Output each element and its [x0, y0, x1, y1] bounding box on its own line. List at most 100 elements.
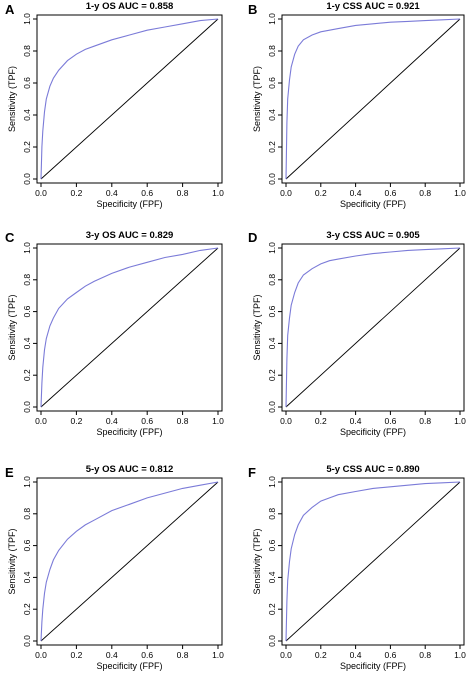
panel-c-y-tick-label: 0.8	[22, 274, 32, 286]
panel-e-y-tick-label: 0.8	[22, 508, 32, 520]
panel-d-y-tick-label: 0.0	[267, 401, 277, 413]
panel-c-y-tick-label: 0.2	[22, 369, 32, 381]
panel-b-y-tick-label: 0.8	[267, 45, 277, 57]
panel-a-x-tick-label: 0.8	[177, 188, 189, 198]
panel-a-y-tick-label: 0.2	[22, 141, 32, 153]
panel-d: D 3-y CSS AUC = 0.905 0.0 0.2 0.4 0.6 0.8 1.0 0.…	[248, 230, 466, 437]
panel-e-x-tick-label: 0.0	[35, 650, 47, 660]
panel-a-x-tick-label: 1.0	[212, 188, 224, 198]
panel-d-plot-frame	[281, 243, 465, 412]
panel-a-x-tick-label: 0.2	[70, 188, 82, 198]
panel-f-roc-curve	[285, 481, 461, 642]
panel-a: A 1-y OS AUC = 0.858 0.0 0.2 0.4 0.6 0.8 1.0 0.0…	[5, 1, 224, 209]
panel-b-x-tick-label: 1.0	[454, 188, 466, 198]
panel-b-x-tick-label: 0.0	[280, 188, 292, 198]
panel-d-y-axis-label: Sensitivity (TPF)	[252, 294, 262, 360]
panel-f-x-tick-label: 0.2	[315, 650, 327, 660]
panel-d-y-tick-label: 0.8	[267, 274, 277, 286]
panel-f-y-tick-label: 0.0	[267, 635, 277, 647]
panel-b-y-tick-label: 1.0	[267, 13, 277, 25]
panel-b-x-axis-label: Specificity (FPF)	[340, 199, 406, 209]
panel-b-x-tick-label: 0.2	[315, 188, 327, 198]
panel-a-x-tick-label: 0.0	[35, 188, 47, 198]
panel-d-x-tick-label: 0.4	[350, 416, 362, 426]
panel-c: C 3-y OS AUC = 0.829 0.0 0.2 0.4 0.6 0.8 1.0 0.0…	[5, 230, 224, 437]
panel-a-y-tick-label: 0.8	[22, 45, 32, 57]
panel-c-x-tick-label: 0.4	[106, 416, 118, 426]
panel-e: E 5-y OS AUC = 0.812 0.0 0.2 0.4 0.6 0.8 1.0 0.0…	[5, 464, 224, 671]
panel-f-y-tick-label: 1.0	[267, 476, 277, 488]
panel-b-roc-curve	[285, 18, 461, 180]
panel-b-x-tick-label: 0.4	[350, 188, 362, 198]
panel-a-roc-curve	[40, 18, 219, 180]
panel-f-y-tick-label: 0.4	[267, 571, 277, 583]
panel-a-title: 1-y OS AUC = 0.858	[86, 1, 174, 12]
panel-a-y-tick-label: 0.6	[22, 77, 32, 89]
panel-c-y-tick-label: 1.0	[22, 242, 32, 254]
panel-d-x-tick-label: 0.6	[384, 416, 396, 426]
panel-e-y-tick-label: 0.6	[22, 539, 32, 551]
panel-c-x-tick-label: 0.2	[70, 416, 82, 426]
panel-f-title: 5-y CSS AUC = 0.890	[326, 464, 419, 475]
panel-e-y-axis-label: Sensitivity (TPF)	[7, 528, 17, 594]
panel-e-y-tick-label: 0.4	[22, 571, 32, 583]
panel-f-y-tick-label: 0.6	[267, 539, 277, 551]
panel-a-x-tick-label: 0.6	[141, 188, 153, 198]
panel-e-reference-line	[40, 481, 219, 642]
panel-c-y-tick-label: 0.6	[22, 305, 32, 317]
panel-f: F 5-y CSS AUC = 0.890 0.0 0.2 0.4 0.6 0.8 1.0 0.…	[248, 464, 466, 671]
panel-d-y-tick-label: 1.0	[267, 242, 277, 254]
panel-a-x-axis-label: Specificity (FPF)	[96, 199, 162, 209]
panel-a-y-tick-label: 0.0	[22, 173, 32, 185]
panel-e-x-tick-label: 0.6	[141, 650, 153, 660]
panel-a-x-tick-label: 0.4	[106, 188, 118, 198]
panel-e-x-tick-label: 0.4	[106, 650, 118, 660]
panel-d-title: 3-y CSS AUC = 0.905	[326, 230, 420, 241]
panel-d-reference-line	[285, 247, 461, 408]
panel-b-plot-frame	[281, 14, 465, 184]
panel-c-y-axis-label: Sensitivity (TPF)	[7, 294, 17, 360]
panel-d-x-tick-label: 0.8	[419, 416, 431, 426]
panel-d-y-tick-label: 0.4	[267, 337, 277, 349]
panel-e-y-tick-label: 0.0	[22, 635, 32, 647]
panel-d-y-tick-label: 0.6	[267, 305, 277, 317]
panel-e-x-tick-label: 0.8	[177, 650, 189, 660]
panel-f-reference-line	[285, 481, 461, 642]
panel-e-y-tick-label: 1.0	[22, 476, 32, 488]
panel-a-y-axis-label: Sensitivity (TPF)	[7, 66, 17, 132]
panel-f-x-tick-label: 0.0	[280, 650, 292, 660]
panel-e-roc-curve	[40, 481, 219, 642]
panel-c-x-tick-label: 0.6	[141, 416, 153, 426]
panel-b-y-axis-label: Sensitivity (TPF)	[252, 66, 262, 132]
panel-c-x-tick-label: 0.8	[177, 416, 189, 426]
panel-e-x-axis-label: Specificity (FPF)	[96, 661, 162, 671]
panel-f-x-tick-label: 0.4	[350, 650, 362, 660]
panel-c-y-tick-label: 0.4	[22, 337, 32, 349]
panel-f-x-tick-label: 0.6	[384, 650, 396, 660]
panel-f-y-axis-label: Sensitivity (TPF)	[252, 528, 262, 594]
panel-c-x-tick-label: 1.0	[212, 416, 224, 426]
panel-b-y-tick-label: 0.0	[267, 173, 277, 185]
panel-c-roc-curve	[40, 247, 219, 408]
panel-b-y-tick-label: 0.2	[267, 141, 277, 153]
panel-e-plot-frame	[36, 477, 223, 646]
panel-e-y-tick-label: 0.2	[22, 603, 32, 615]
panel-f-x-tick-label: 0.8	[419, 650, 431, 660]
panel-f-y-tick-label: 0.2	[267, 603, 277, 615]
panel-b-reference-line	[285, 18, 461, 180]
panel-a-y-tick-label: 1.0	[22, 13, 32, 25]
panel-e-x-tick-label: 0.2	[70, 650, 82, 660]
panel-a-plot-frame	[36, 14, 223, 184]
panel-f-y-tick-label: 0.8	[267, 508, 277, 520]
panel-c-y-tick-label: 0.0	[22, 401, 32, 413]
panel-c-letter: C	[5, 230, 15, 245]
panel-c-plot-frame	[36, 243, 223, 412]
panel-c-title: 3-y OS AUC = 0.829	[86, 230, 174, 241]
panel-c-reference-line	[40, 247, 219, 408]
panel-b-x-tick-label: 0.6	[384, 188, 396, 198]
panel-b: B 1-y CSS AUC = 0.921 0.0 0.2 0.4 0.6 0.8 1.0 0.…	[248, 1, 466, 209]
panel-f-plot-frame	[281, 477, 465, 646]
panel-b-y-tick-label: 0.4	[267, 109, 277, 121]
panel-a-letter: A	[5, 2, 15, 17]
